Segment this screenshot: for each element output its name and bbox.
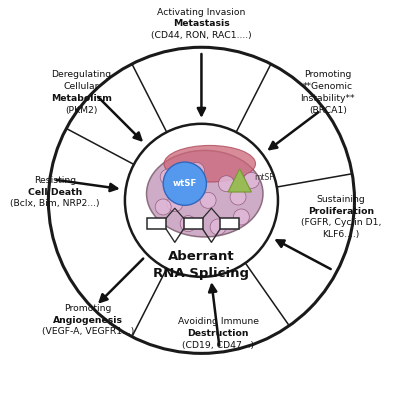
Text: Activating Invasion: Activating Invasion — [157, 7, 246, 17]
Text: (VEGF-A, VEGFR1...): (VEGF-A, VEGFR1...) — [42, 327, 134, 336]
Text: Metastasis: Metastasis — [173, 19, 230, 28]
Text: Proliferation: Proliferation — [308, 206, 374, 216]
Text: Aberrant: Aberrant — [168, 251, 235, 264]
Text: Promoting: Promoting — [65, 304, 112, 313]
Circle shape — [243, 173, 259, 188]
Polygon shape — [228, 169, 251, 192]
Text: (FGFR, Cyclin D1,: (FGFR, Cyclin D1, — [301, 218, 381, 227]
Text: Avoiding Immune: Avoiding Immune — [178, 317, 258, 326]
Text: KLF6....): KLF6....) — [322, 230, 360, 239]
Text: Destruction: Destruction — [187, 329, 249, 338]
Circle shape — [160, 169, 176, 185]
Circle shape — [155, 199, 171, 215]
Text: (Bclx, Bim, NRP2...): (Bclx, Bim, NRP2...) — [10, 199, 100, 208]
Text: Cell Death: Cell Death — [28, 188, 82, 197]
Text: (PKM2): (PKM2) — [66, 106, 98, 115]
Text: **Genomic: **Genomic — [303, 82, 353, 91]
Text: Deregulating: Deregulating — [52, 70, 112, 79]
Text: (CD44, RON, RAC1....): (CD44, RON, RAC1....) — [151, 32, 252, 40]
Text: Resisting: Resisting — [34, 176, 76, 185]
Text: Metabolism: Metabolism — [51, 94, 112, 102]
Text: Sustaining: Sustaining — [317, 195, 366, 204]
Circle shape — [188, 162, 204, 178]
Ellipse shape — [164, 145, 256, 182]
Circle shape — [200, 192, 216, 208]
Text: mtSF: mtSF — [255, 173, 274, 182]
Text: Cellular: Cellular — [64, 82, 100, 91]
Bar — [184, 218, 203, 229]
Circle shape — [180, 216, 196, 232]
Circle shape — [218, 176, 234, 191]
Circle shape — [233, 209, 249, 225]
Text: (CD19, CD47...): (CD19, CD47...) — [182, 341, 254, 350]
Text: RNA Splicing: RNA Splicing — [154, 267, 250, 280]
Circle shape — [163, 162, 206, 205]
Text: Angiogenesis: Angiogenesis — [53, 316, 123, 325]
Bar — [147, 218, 166, 229]
Circle shape — [230, 189, 246, 205]
Text: Promoting: Promoting — [304, 70, 352, 79]
Bar — [220, 218, 239, 229]
Text: (BRCA1): (BRCA1) — [309, 106, 347, 115]
Circle shape — [210, 219, 226, 235]
Circle shape — [167, 196, 183, 212]
Ellipse shape — [146, 151, 263, 237]
Text: Instability**: Instability** — [301, 94, 355, 102]
Text: wtSF: wtSF — [173, 179, 197, 188]
